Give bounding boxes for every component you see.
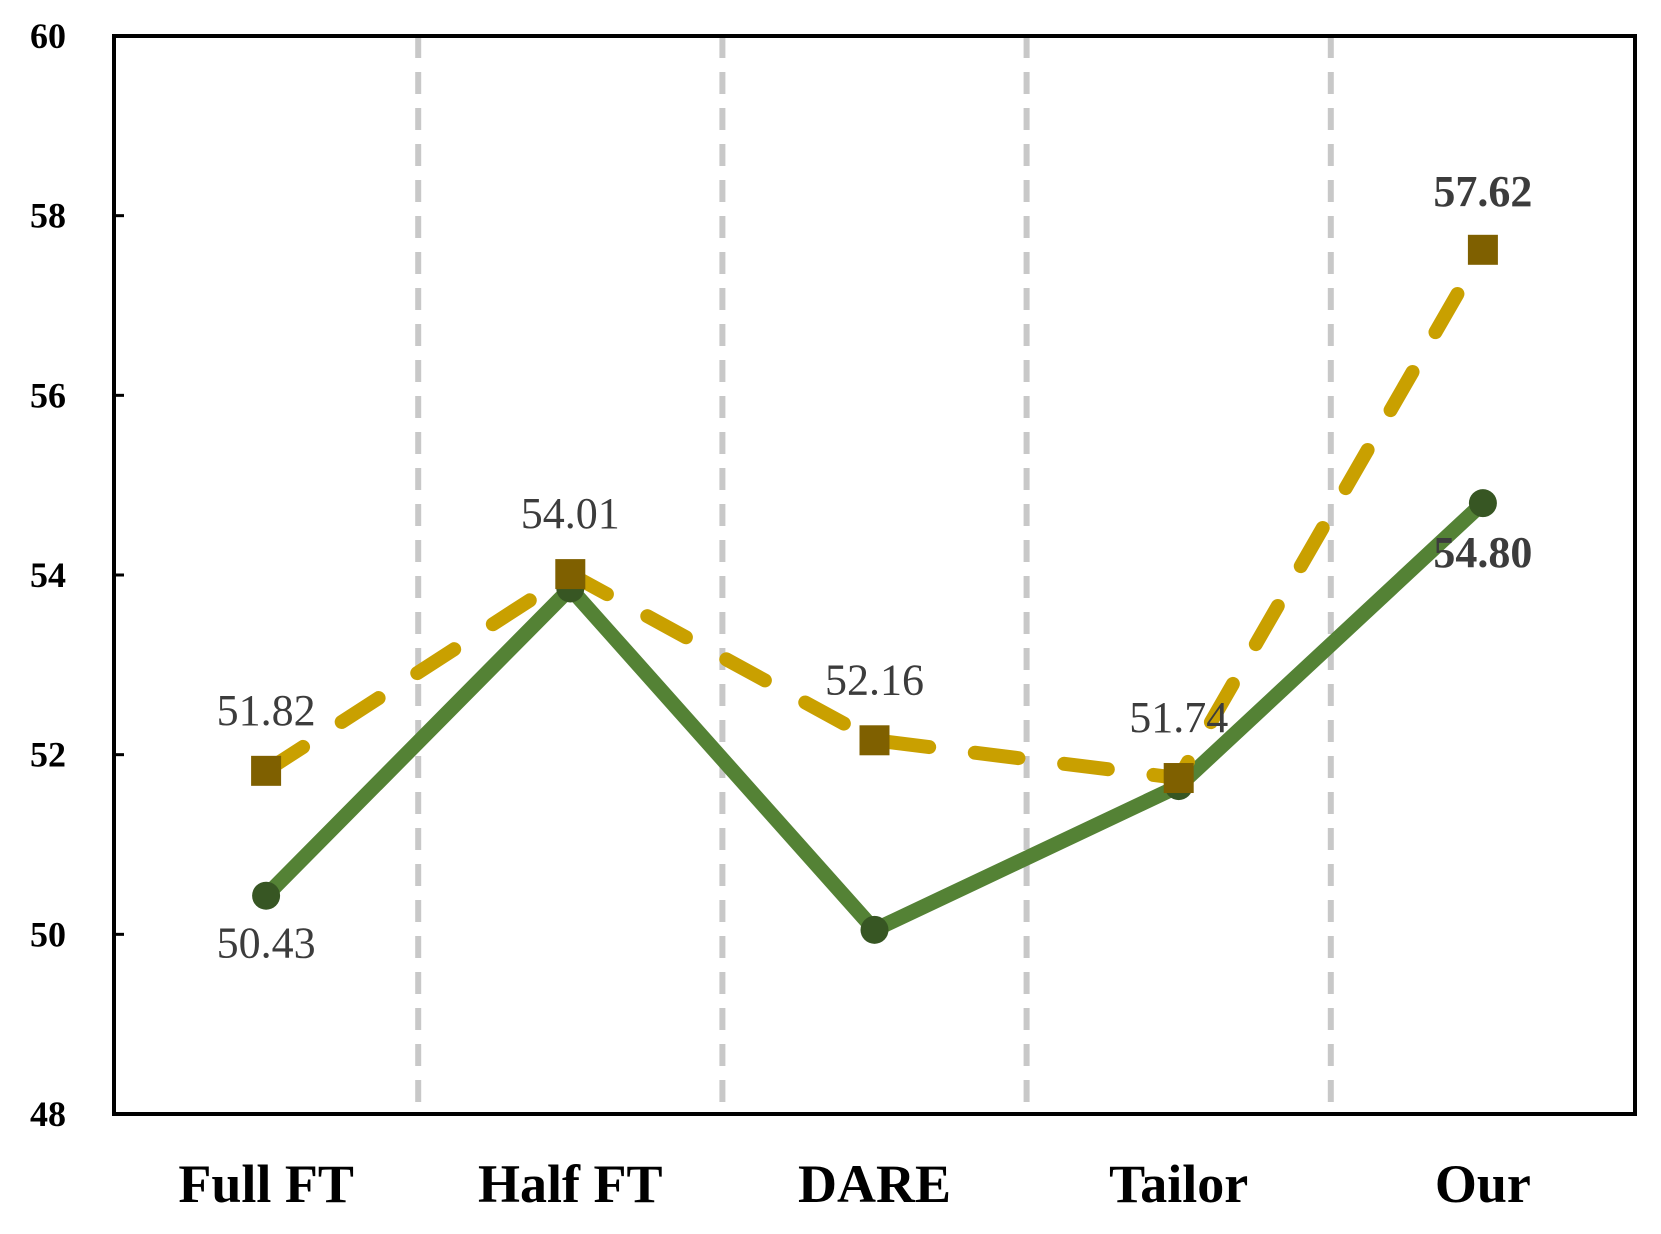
series-dashed-gold-value-label: 54.01 — [521, 489, 620, 538]
series-solid-green-value-label: 50.43 — [217, 919, 316, 968]
series-dashed-gold-point — [1467, 234, 1498, 265]
series-dashed-gold-value-label: 51.82 — [217, 686, 316, 735]
x-category-label: Half FT — [478, 1154, 663, 1214]
x-category-label: Our — [1435, 1154, 1531, 1214]
series-dashed-gold-value-label: 57.62 — [1433, 167, 1532, 216]
y-tick-label: 52 — [30, 735, 66, 775]
x-category-label: Full FT — [178, 1154, 354, 1214]
axis-layer: 48 50 52 54 56 58 60 Full FT Half FT DARE Tailor Ou… — [30, 16, 1531, 1214]
series-dashed-gold-line — [259, 242, 1490, 786]
label-layer: 50.43 54.80 51.82 54.01 52.16 51.74 57.62 — [217, 167, 1533, 968]
series-layer — [259, 242, 1490, 938]
series-solid-green-point — [860, 915, 889, 944]
y-tick-label: 56 — [30, 375, 66, 415]
y-tick-label: 50 — [30, 914, 66, 954]
y-tick-label: 60 — [30, 16, 66, 56]
series-dashed-gold-point — [251, 755, 282, 786]
series-dashed-gold-point — [1163, 763, 1194, 794]
series-solid-green-value-label: 54.80 — [1433, 528, 1532, 577]
marker-layer — [251, 234, 1498, 944]
series-solid-green-point — [1468, 489, 1497, 518]
y-tick-label: 58 — [30, 196, 66, 236]
series-dashed-gold-value-label: 51.74 — [1129, 693, 1228, 742]
grid-layer — [415, 36, 1334, 1114]
series-solid-green-point — [252, 881, 281, 910]
series-dashed-gold-point — [555, 559, 586, 590]
x-category-label: Tailor — [1109, 1154, 1248, 1214]
x-category-label: DARE — [798, 1154, 951, 1214]
y-tick-label: 54 — [30, 555, 66, 595]
series-dashed-gold-value-label: 52.16 — [825, 655, 924, 704]
y-tick-label: 48 — [30, 1094, 66, 1134]
series-dashed-gold-point — [859, 725, 890, 756]
